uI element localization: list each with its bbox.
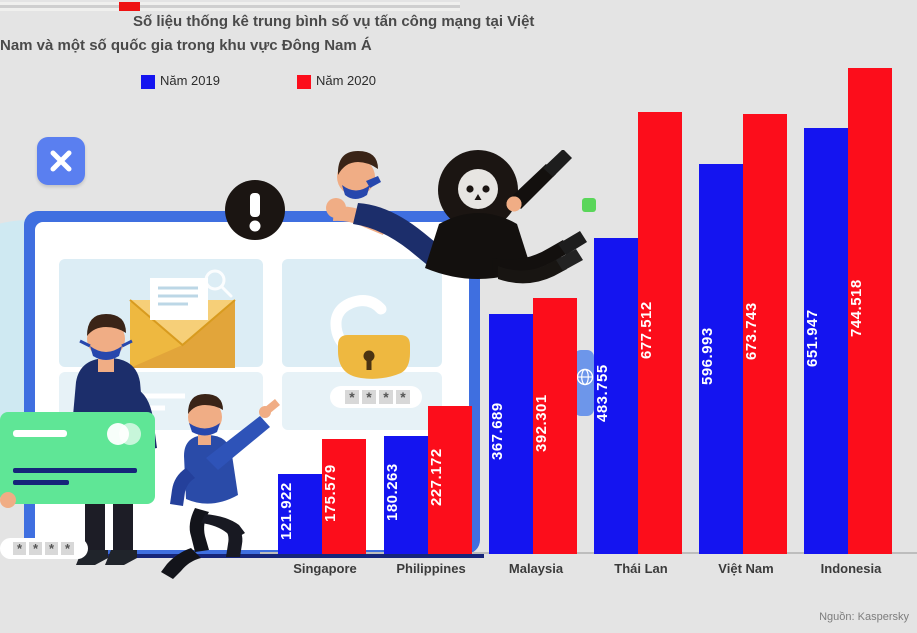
svg-text:*: * [349,389,355,405]
svg-text:*: * [366,389,372,405]
svg-text:*: * [383,389,389,405]
svg-text:*: * [400,389,406,405]
